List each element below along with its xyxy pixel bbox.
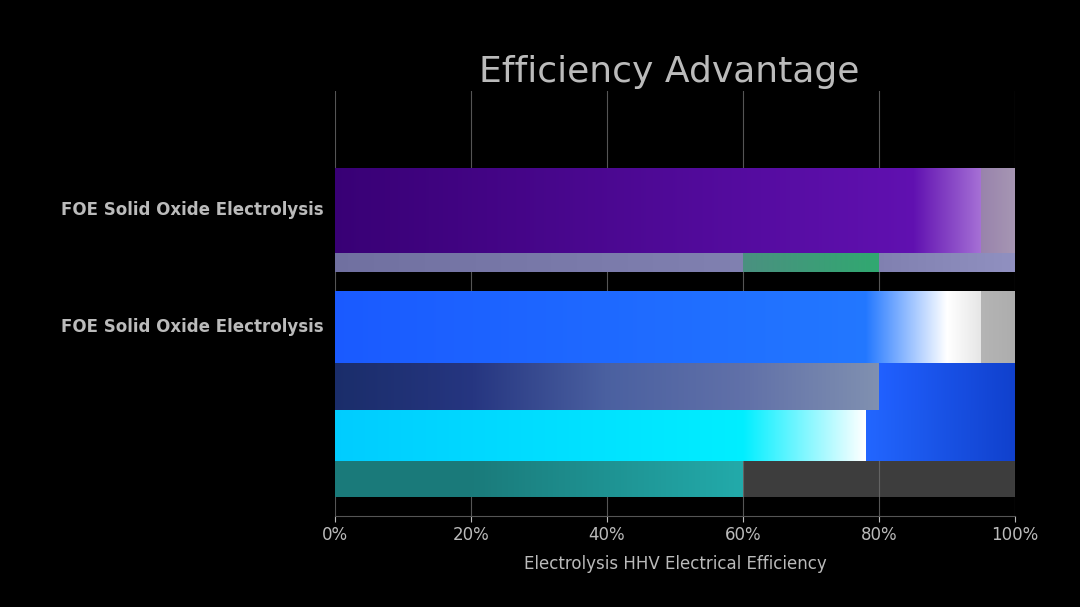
Text: FOE Solid Oxide Electrolysis: FOE Solid Oxide Electrolysis [62, 201, 324, 219]
Text: Efficiency Advantage: Efficiency Advantage [480, 55, 860, 89]
X-axis label: Electrolysis HHV Electrical Efficiency: Electrolysis HHV Electrical Efficiency [524, 555, 826, 574]
Bar [981, 168, 1049, 253]
Bar [743, 461, 1015, 497]
Bar [981, 291, 1049, 363]
Text: FOE Solid Oxide Electrolysis: FOE Solid Oxide Electrolysis [62, 318, 324, 336]
